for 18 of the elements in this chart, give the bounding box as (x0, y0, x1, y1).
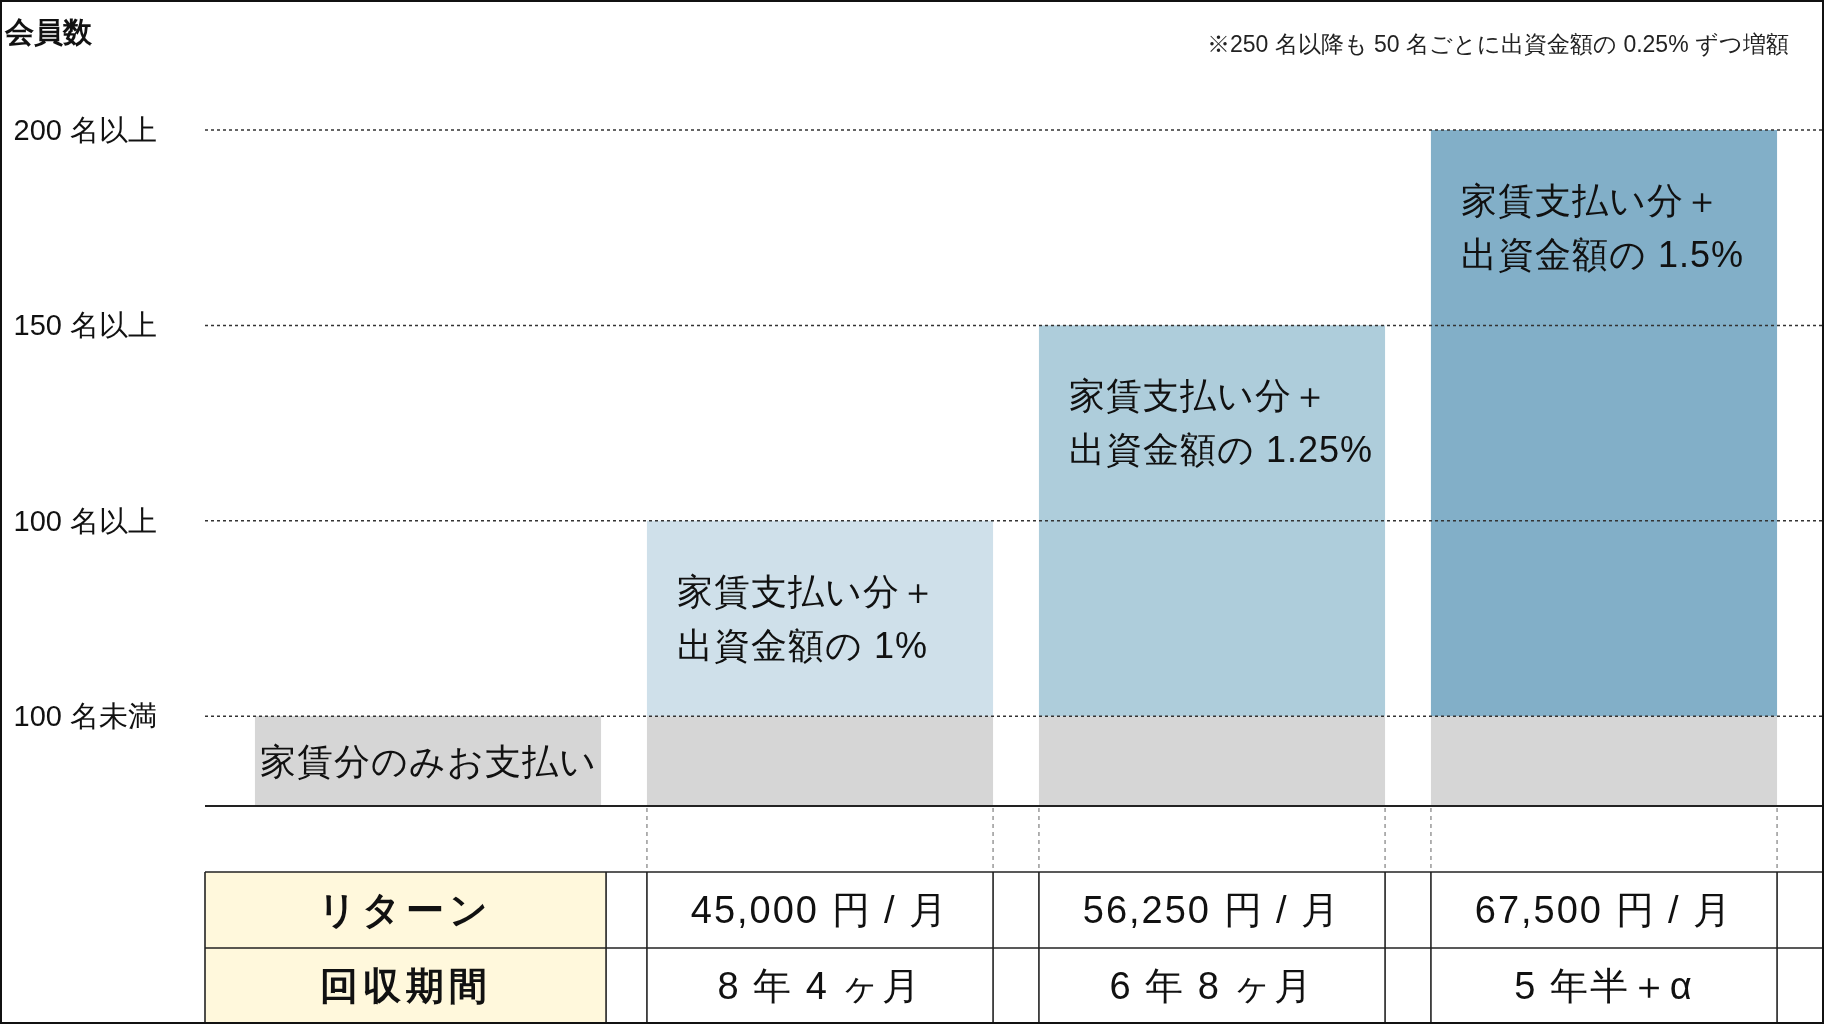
ref-line-label: 100 名未満 (13, 700, 157, 733)
text: 45,000 円 / 月 (690, 889, 950, 931)
text: 6 年 8 ヶ月 (1109, 965, 1315, 1007)
data-label: 家賃分のみお支払い (259, 740, 597, 782)
text: ※250 名以降も 50 名ごとに出資金額の 0.25% ずつ増額 (1206, 31, 1789, 57)
data-label: 家賃支払い分＋出資金額の 1.5% (1460, 179, 1744, 275)
y-tick-label: 150 名以上 (13, 309, 157, 342)
text: 5 年半＋α (1514, 965, 1694, 1007)
y-tick-label: 200 名以上 (13, 114, 157, 146)
data-label: 家賃支払い分＋出資金額の 1.25% (1068, 374, 1374, 470)
text: 8 年 4 ヶ月 (717, 965, 923, 1007)
y-axis-title: 会員数 (4, 16, 93, 48)
data-label: 家賃支払い分＋出資金額の 1% (676, 570, 937, 666)
text: リターン (318, 889, 494, 931)
y-tick-label: 100 名以上 (13, 504, 157, 537)
text: 56,250 円 / 月 (1082, 889, 1342, 931)
text: 67,500 円 / 月 (1474, 889, 1734, 931)
text: 回収期間 (319, 965, 492, 1007)
